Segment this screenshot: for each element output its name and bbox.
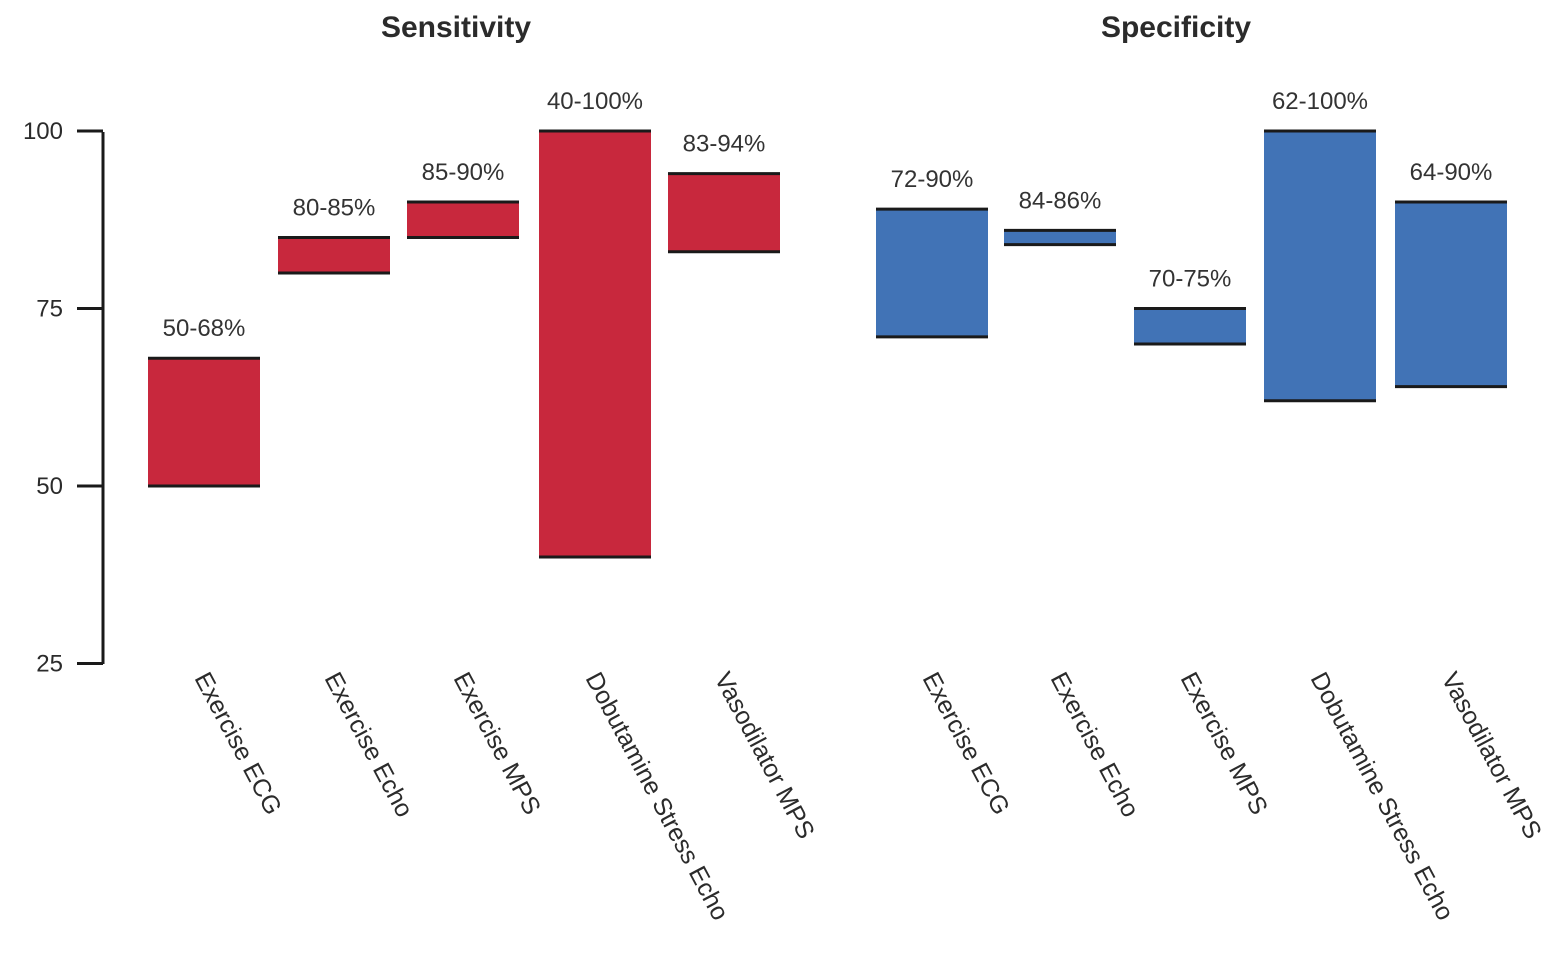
sensitivity-vasodilator-mps-category-label: Vasodilator MPS [709, 668, 820, 844]
sensitivity-exercise-ecg-bar [148, 358, 260, 486]
sensitivity-dobutamine-stress-echo-range-label: 40-100% [547, 88, 643, 115]
specificity-vasodilator-mps-bar [1395, 202, 1507, 387]
range-labels-group: 50-68% 80-85% 85-90% 40-100% 83-94% 72-90% 84-… [163, 88, 1493, 342]
sensitivity-exercise-mps-range-label: 85-90% [422, 159, 505, 186]
specificity-exercise-mps-bar [1134, 308, 1246, 344]
sensitivity-exercise-echo-category-label: Exercise Echo [319, 668, 419, 822]
specificity-dobutamine-stress-echo-range-label: 62-100% [1272, 88, 1368, 115]
specificity-dobutamine-stress-echo-category-label: Dobutamine Stress Echo [1305, 668, 1460, 925]
sensitivity-exercise-mps-bar [407, 202, 519, 238]
bars-group [148, 129, 1507, 559]
specificity-exercise-echo-bar [1004, 230, 1116, 245]
specificity-exercise-ecg-range-label: 72-90% [891, 166, 974, 193]
specificity-exercise-ecg-category-label: Exercise ECG [917, 668, 1015, 820]
y-tick-label-100: 100 [23, 118, 63, 145]
specificity-exercise-echo-category-label: Exercise Echo [1045, 668, 1145, 822]
sensitivity-exercise-echo-bar [278, 237, 390, 273]
specificity-vasodilator-mps-range-label: 64-90% [1410, 159, 1493, 186]
specificity-vasodilator-mps-category-label: Vasodilator MPS [1436, 668, 1547, 844]
y-axis: 25 50 75 100 [23, 118, 103, 678]
y-tick-label-75: 75 [36, 296, 63, 323]
specificity-exercise-echo-range-label: 84-86% [1019, 187, 1102, 214]
sensitivity-vasodilator-mps-range-label: 83-94% [683, 131, 766, 158]
sensitivity-exercise-ecg-range-label: 50-68% [163, 315, 246, 342]
specificity-exercise-mps-range-label: 70-75% [1149, 266, 1232, 293]
sensitivity-exercise-mps-category-label: Exercise MPS [448, 668, 546, 820]
category-labels-group: Exercise ECG Exercise Echo Exercise MPS Dob… [189, 668, 1547, 925]
sensitivity-dobutamine-stress-echo-bar [539, 131, 651, 557]
sensitivity-title: Sensitivity [381, 11, 531, 44]
sensitivity-vasodilator-mps-bar [668, 173, 780, 252]
sensitivity-dobutamine-stress-echo-category-label: Dobutamine Stress Echo [580, 668, 735, 925]
y-tick-label-50: 50 [36, 473, 63, 500]
specificity-exercise-mps-category-label: Exercise MPS [1175, 668, 1273, 820]
y-tick-label-25: 25 [36, 651, 63, 678]
specificity-dobutamine-stress-echo-bar [1264, 131, 1376, 401]
sensitivity-exercise-ecg-category-label: Exercise ECG [189, 668, 287, 820]
specificity-title: Specificity [1101, 11, 1251, 44]
specificity-exercise-ecg-bar [876, 209, 988, 337]
sensitivity-exercise-echo-range-label: 80-85% [293, 195, 376, 222]
